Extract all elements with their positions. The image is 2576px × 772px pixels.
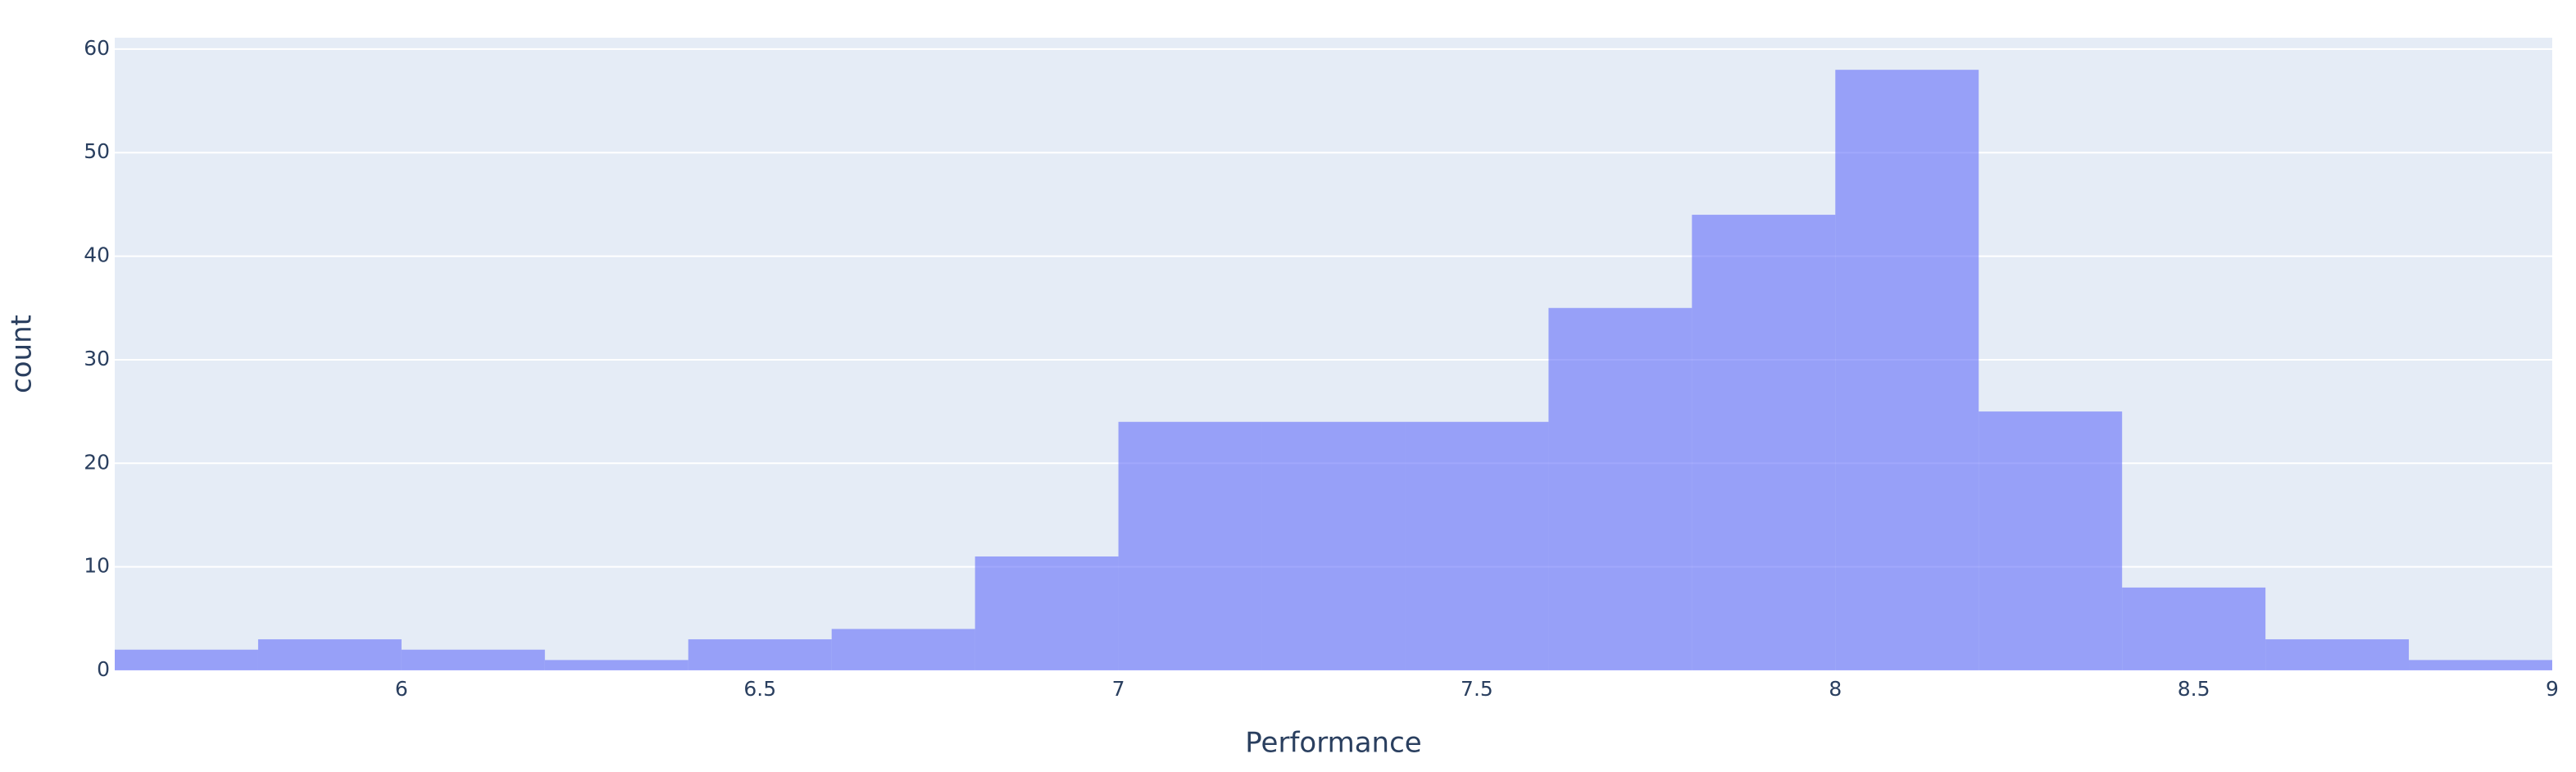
bar (544, 660, 688, 670)
x-tick-label: 7.5 (1461, 677, 1493, 701)
x-tick-label: 9 (2546, 677, 2559, 701)
bar (2265, 639, 2410, 670)
y-tick-label: 0 (97, 657, 110, 681)
bars (115, 70, 2552, 670)
bar (831, 629, 975, 670)
x-tick-label: 8.5 (2178, 677, 2210, 701)
y-axis-title: count (6, 315, 39, 393)
bar (688, 639, 832, 670)
y-tick-label: 60 (84, 36, 110, 60)
bar (1405, 421, 1549, 670)
y-tick-label: 10 (84, 554, 110, 578)
labels: 0 10 20 30 40 50 60 6 6.5 7 7.5 8 8.5 9 (84, 36, 2559, 701)
bar (1692, 215, 1836, 670)
bar (257, 639, 402, 670)
bar (115, 649, 258, 670)
x-tick-label: 6.5 (743, 677, 776, 701)
bar (1548, 307, 1692, 670)
bar (1835, 70, 1979, 670)
y-tick-label: 40 (84, 243, 110, 267)
bar (2409, 660, 2552, 670)
x-axis-title: Performance (1245, 727, 1421, 760)
bar (1118, 421, 1262, 670)
x-tick-label: 8 (1829, 677, 1842, 701)
y-tick-label: 50 (84, 139, 110, 163)
bar (975, 556, 1119, 670)
bar (1261, 421, 1406, 670)
bar (2122, 587, 2266, 670)
x-tick-label: 7 (1112, 677, 1125, 701)
bar (401, 649, 545, 670)
y-tick-label: 20 (84, 450, 110, 474)
y-tick-label: 30 (84, 347, 110, 370)
x-tick-label: 6 (395, 677, 408, 701)
bar (1979, 411, 2123, 670)
